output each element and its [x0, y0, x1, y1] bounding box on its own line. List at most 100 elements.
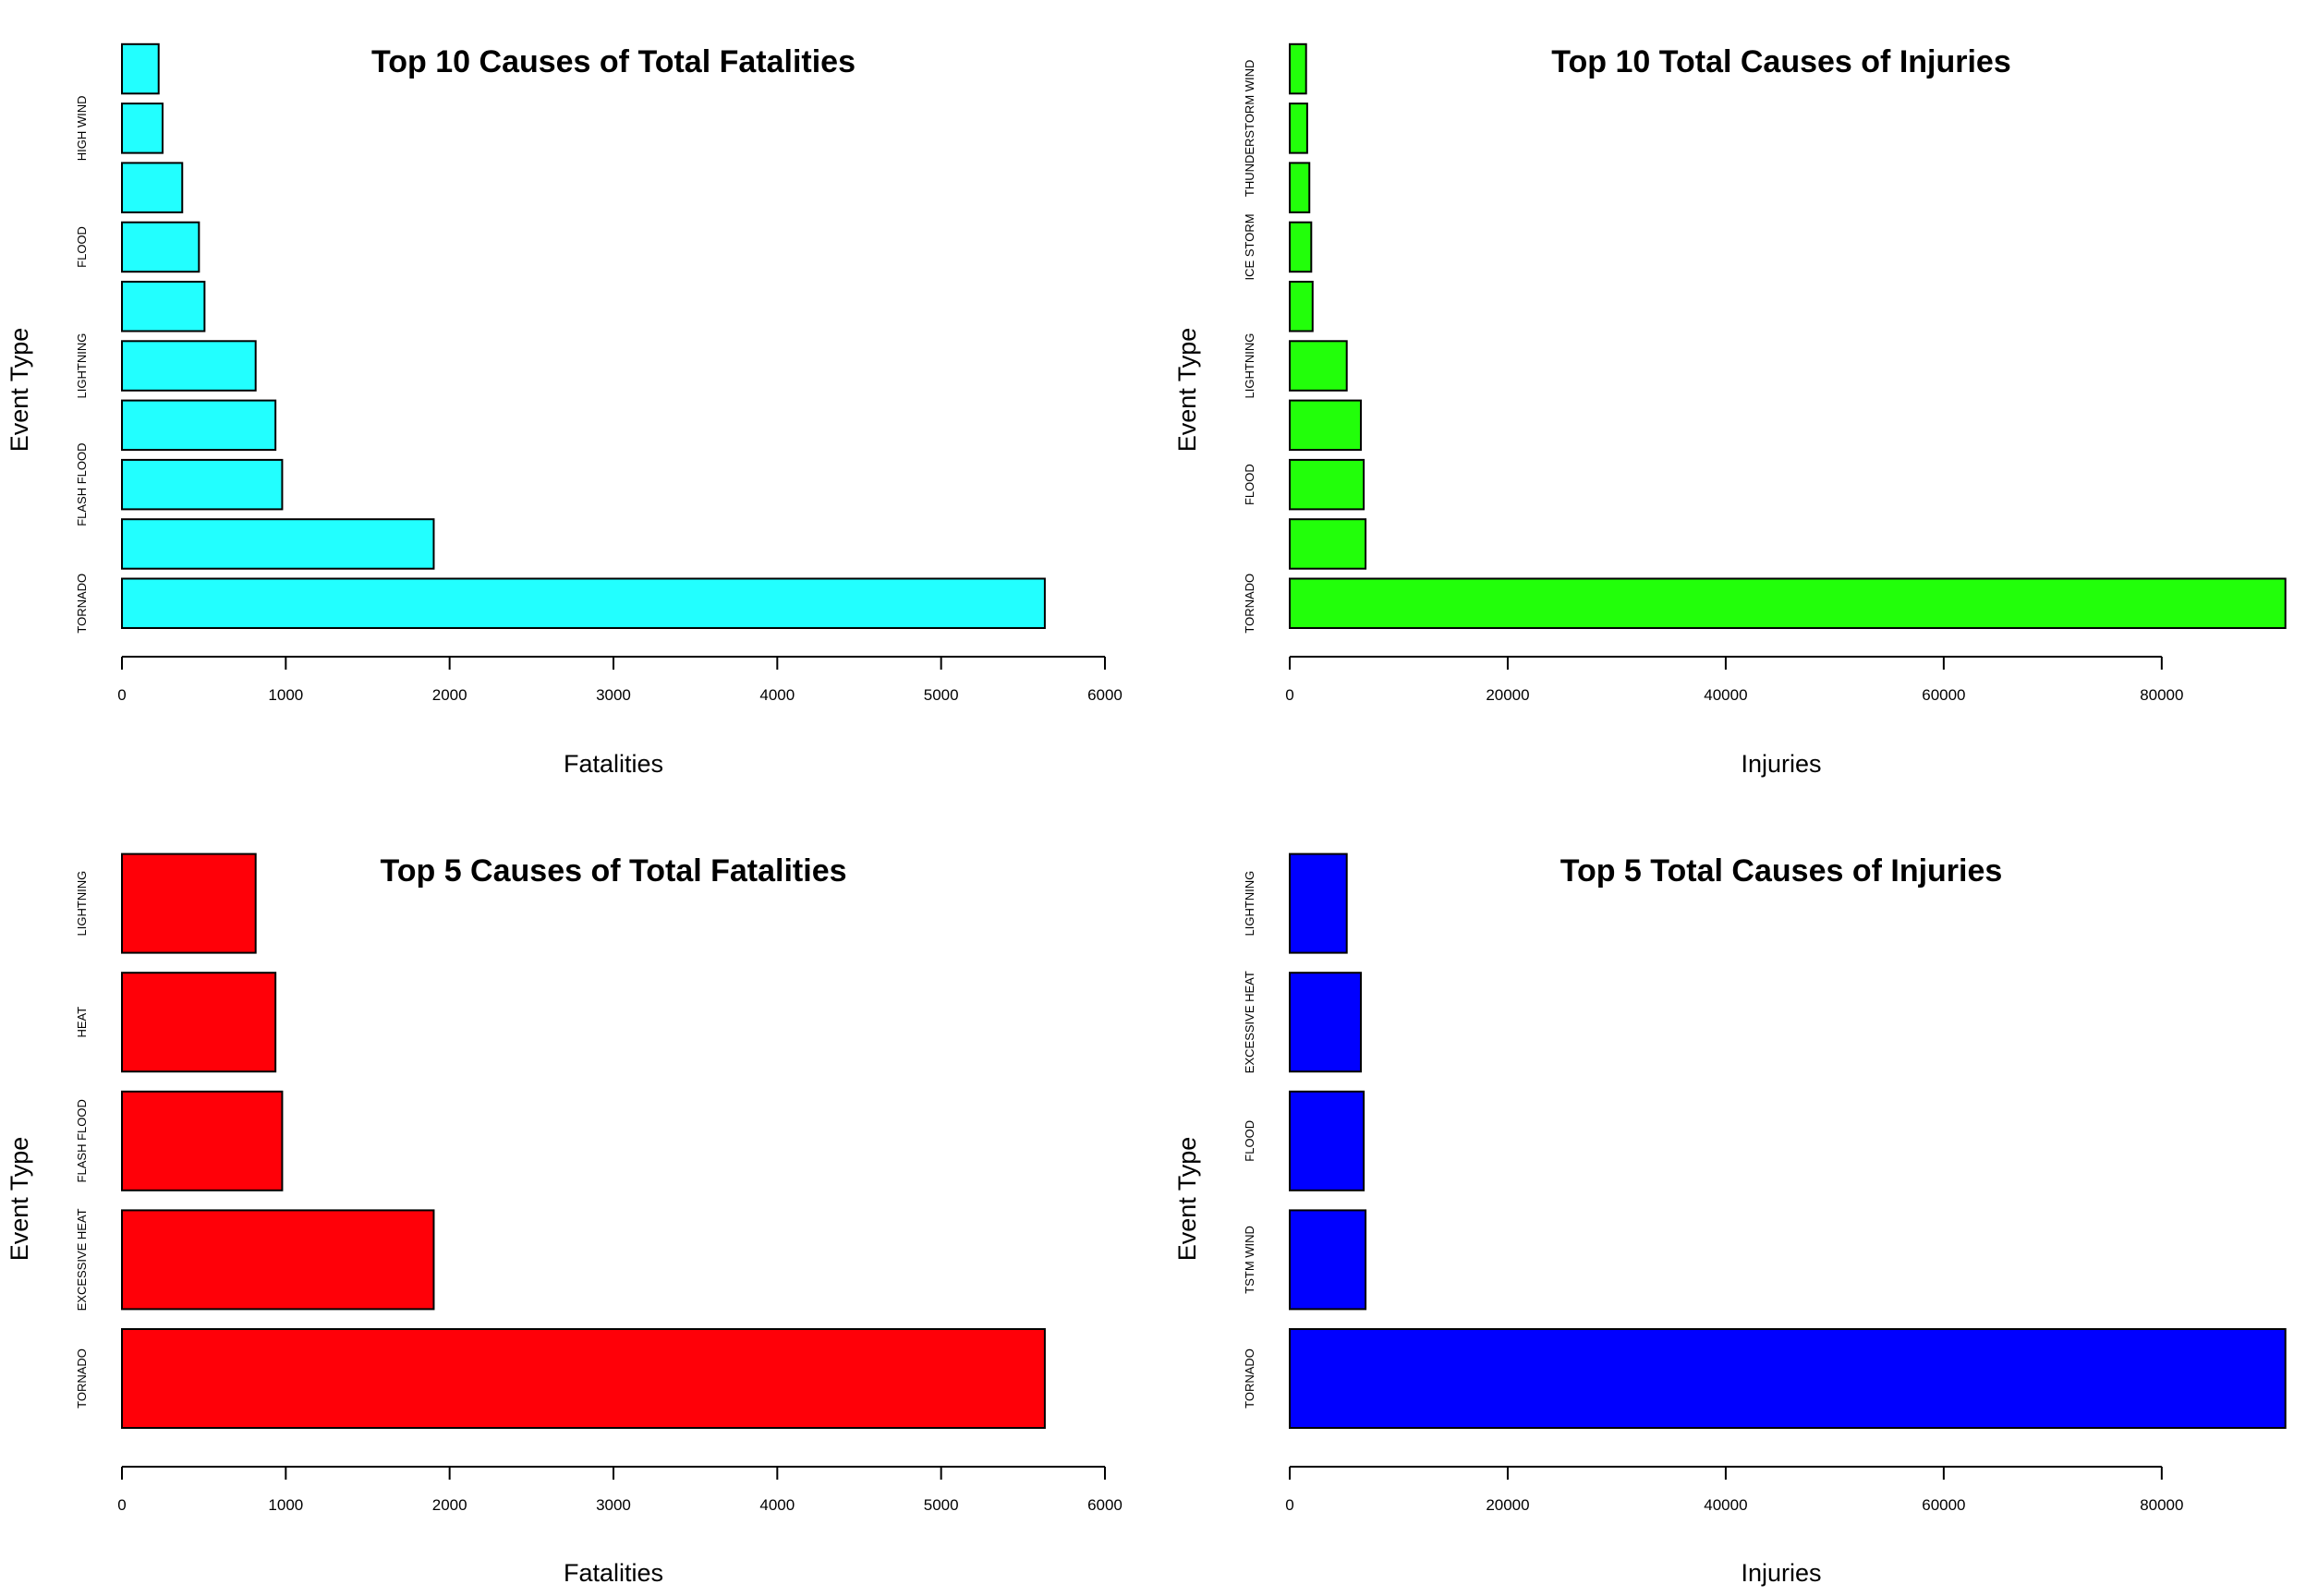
y-axis-label: Event Type — [6, 1137, 33, 1262]
bar — [1289, 42, 1307, 95]
category-label: LIGHTNING — [1243, 333, 1256, 399]
category-label: FLASH FLOOD — [75, 443, 89, 526]
bar — [121, 458, 284, 511]
category-label: TORNADO — [1243, 1348, 1256, 1409]
x-axis: 0 20000 40000 60000 80000 — [1285, 1466, 2183, 1514]
bar — [1289, 1209, 1367, 1311]
category-label: TSTM WIND — [1243, 1226, 1256, 1294]
category-label: FLASH FLOOD — [75, 1099, 89, 1182]
y-axis-label: Event Type — [1173, 328, 1201, 453]
bar — [1289, 852, 1348, 954]
bar-group — [121, 42, 1046, 629]
category-label: ICE STORM — [1243, 213, 1256, 280]
y-axis-label: Event Type — [6, 328, 33, 453]
category-label: FLOOD — [1243, 1120, 1256, 1162]
x-tick-label: 1000 — [268, 686, 303, 704]
x-axis-label: Fatalities — [564, 750, 663, 778]
bar — [121, 162, 184, 213]
x-tick-label: 1000 — [268, 1496, 303, 1514]
bar — [1289, 577, 2287, 629]
category-label: TORNADO — [75, 1348, 89, 1409]
bar — [121, 972, 277, 1073]
bar — [1289, 103, 1308, 154]
panel-top5-fatalities: Top 5 Causes of Total Fatalities Fatalit… — [6, 852, 1123, 1587]
category-label: LIGHTNING — [75, 871, 89, 937]
bar — [1289, 281, 1314, 332]
panel-top5-injuries: Top 5 Total Causes of Injuries Injuries … — [1173, 852, 2287, 1587]
x-tick-label: 6000 — [1087, 686, 1123, 704]
bar — [1289, 518, 1367, 570]
x-axis-label: Fatalities — [564, 1559, 663, 1587]
panel-top10-injuries: Top 10 Total Causes of Injuries Injuries… — [1173, 42, 2287, 778]
bar — [1289, 162, 1311, 213]
bar — [121, 42, 160, 95]
category-label: TORNADO — [1243, 574, 1256, 634]
chart-title: Top 5 Causes of Total Fatalities — [380, 853, 846, 889]
x-tick-label: 40000 — [1704, 1496, 1747, 1514]
category-labels: TORNADO FLASH FLOOD LIGHTNING FLOOD HIGH WIN… — [75, 95, 89, 633]
bar — [121, 1209, 435, 1311]
x-tick-label: 0 — [117, 1496, 126, 1514]
bar-group — [1289, 42, 2287, 629]
bar — [1289, 972, 1362, 1073]
category-label: HEAT — [75, 1007, 89, 1038]
bar — [1289, 1328, 2287, 1429]
x-tick-label: 20000 — [1486, 1496, 1529, 1514]
bar — [1289, 399, 1362, 452]
x-tick-label: 60000 — [1922, 1496, 1965, 1514]
x-tick-label: 2000 — [432, 1496, 467, 1514]
category-labels: TORNADO TSTM WIND FLOOD EXCESSIVE HEAT LIGHT… — [1243, 871, 1256, 1409]
x-tick-label: 4000 — [759, 686, 795, 704]
x-tick-label: 0 — [1285, 686, 1293, 704]
category-label: EXCESSIVE HEAT — [1243, 971, 1256, 1073]
chart-title: Top 5 Total Causes of Injuries — [1560, 853, 2003, 889]
x-tick-label: 60000 — [1922, 686, 1965, 704]
x-tick-label: 40000 — [1704, 686, 1747, 704]
bar — [1289, 340, 1348, 392]
bar — [121, 1328, 1046, 1429]
bar — [121, 399, 277, 452]
bar — [121, 340, 257, 392]
bar — [1289, 458, 1365, 511]
x-tick-label: 20000 — [1486, 686, 1529, 704]
chart-title: Top 10 Total Causes of Injuries — [1551, 44, 2011, 79]
category-label: HIGH WIND — [75, 95, 89, 161]
category-label: EXCESSIVE HEAT — [75, 1208, 89, 1311]
x-axis-label: Injuries — [1741, 750, 1821, 778]
x-axis: 0 1000 2000 3000 4000 5000 6000 — [117, 1466, 1123, 1514]
x-tick-label: 5000 — [924, 686, 959, 704]
x-tick-label: 80000 — [2140, 1496, 2183, 1514]
x-tick-label: 0 — [117, 686, 126, 704]
y-axis-label: Event Type — [1173, 1137, 1201, 1262]
bar — [1289, 221, 1313, 273]
x-tick-label: 4000 — [759, 1496, 795, 1514]
x-tick-label: 5000 — [924, 1496, 959, 1514]
category-label: LIGHTNING — [1243, 871, 1256, 937]
category-labels: TORNADO FLOOD LIGHTNING ICE STORM THUNDERSTO… — [1243, 60, 1256, 634]
bar-group — [1289, 852, 2287, 1429]
category-labels: TORNADO EXCESSIVE HEAT FLASH FLOOD HEAT LIGH… — [75, 871, 89, 1409]
x-tick-label: 6000 — [1087, 1496, 1123, 1514]
bar — [121, 577, 1046, 629]
x-tick-label: 0 — [1285, 1496, 1293, 1514]
x-tick-label: 2000 — [432, 686, 467, 704]
category-label: THUNDERSTORM WIND — [1243, 60, 1256, 198]
bar — [121, 852, 257, 954]
bar-group — [121, 852, 1046, 1429]
bar — [121, 1090, 284, 1191]
bar — [121, 281, 206, 332]
x-axis: 0 20000 40000 60000 80000 — [1285, 656, 2183, 704]
x-tick-label: 3000 — [596, 686, 631, 704]
chart-title: Top 10 Causes of Total Fatalities — [371, 44, 856, 79]
x-axis: 0 1000 2000 3000 4000 5000 6000 — [117, 656, 1123, 704]
bar — [121, 103, 164, 154]
x-tick-label: 80000 — [2140, 686, 2183, 704]
category-label: FLOOD — [75, 226, 89, 268]
category-label: FLOOD — [1243, 464, 1256, 505]
category-label: TORNADO — [75, 574, 89, 634]
category-label: LIGHTNING — [75, 333, 89, 399]
bar — [121, 221, 200, 273]
x-axis-label: Injuries — [1741, 1559, 1821, 1587]
bar — [1289, 1090, 1365, 1191]
